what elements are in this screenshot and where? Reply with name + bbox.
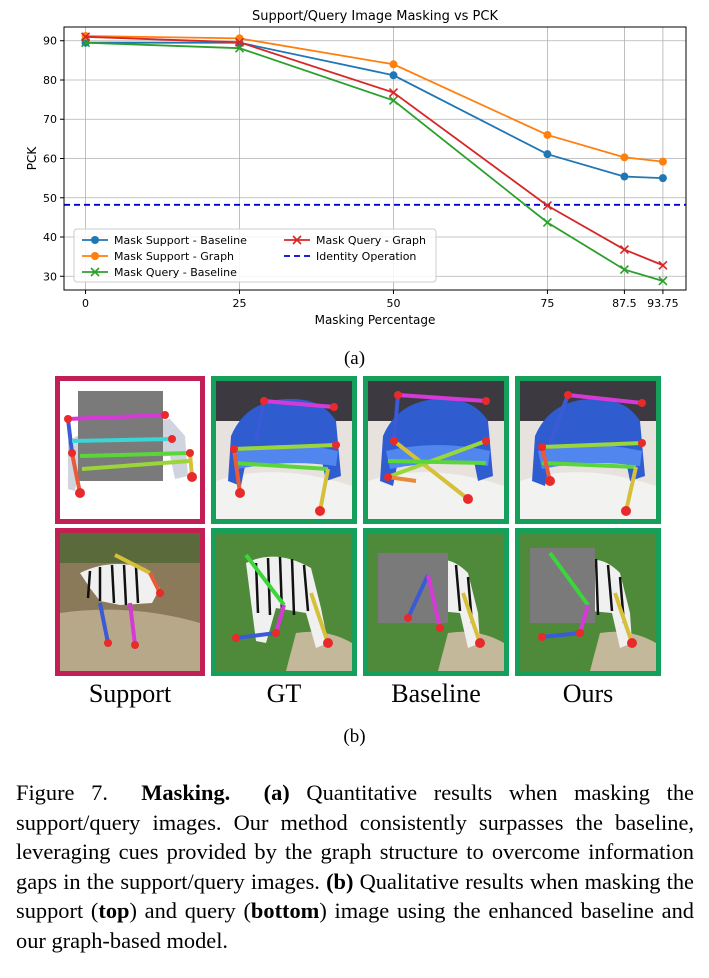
data-point <box>620 172 629 181</box>
baseline-chair-panel <box>363 376 509 524</box>
series-line-2 <box>85 41 664 282</box>
legend-marker <box>91 252 99 260</box>
figure-caption: Figure 7. Masking. (a) Quantitative resu… <box>16 778 694 955</box>
data-point <box>658 157 667 166</box>
legend-marker <box>90 267 100 277</box>
ours-chair-image <box>520 381 656 519</box>
legend-label: Mask Query - Baseline <box>114 266 237 279</box>
ours-zebra-panel <box>515 528 661 676</box>
baseline-zebra-image <box>368 533 504 671</box>
caption-bottom: bottom <box>250 898 320 923</box>
caption-b-tag: (b) <box>326 868 354 894</box>
column-label-gt: GT <box>266 679 302 708</box>
chart-svg: 0 25 50 75 87.5 93.75 30 40 50 60 70 80 90 Support/Qu… <box>25 9 687 327</box>
x-tick-label: 25 <box>233 297 247 310</box>
data-point <box>543 150 552 159</box>
data-point <box>80 32 91 42</box>
masking-chart: 0 25 50 75 87.5 93.75 30 40 50 60 70 80 90 Support/Qu… <box>0 0 709 340</box>
x-tick-label: 87.5 <box>612 297 637 310</box>
support-chair-image <box>60 381 200 519</box>
data-point <box>619 245 629 255</box>
column-label-baseline: Baseline <box>391 679 481 708</box>
column-label-support: Support <box>88 679 172 708</box>
y-tick-label: 30 <box>43 270 57 283</box>
caption-b-text-1: Qualitative results when masking the sup… <box>16 868 694 924</box>
data-point <box>234 37 245 47</box>
x-tick-label: 75 <box>540 297 554 310</box>
baseline-zebra-panel <box>363 528 509 676</box>
data-point <box>542 201 553 211</box>
data-point <box>388 87 399 98</box>
y-tick-label: 90 <box>43 35 57 48</box>
y-tick-label: 50 <box>43 192 57 205</box>
caption-a-text: Quantitative results when masking the su… <box>16 780 694 894</box>
caption-top: top <box>98 898 130 923</box>
legend-marker <box>91 236 99 244</box>
data-point <box>620 153 629 162</box>
column-label-ours: Ours <box>562 679 614 708</box>
ours-zebra-image <box>520 533 656 671</box>
legend-box <box>73 228 437 283</box>
gt-zebra-image <box>216 533 352 671</box>
caption-a-tag: (a) <box>263 780 290 805</box>
subfigure-a-label: (a) <box>343 348 366 369</box>
baseline-chair-image <box>368 381 504 519</box>
data-point <box>388 95 399 105</box>
subfigure-b-label: (b) <box>343 726 366 747</box>
data-point <box>619 265 629 275</box>
series-line-0 <box>85 41 663 180</box>
legend-label: Identity Operation <box>316 250 416 263</box>
data-point <box>389 71 398 80</box>
series-line-3 <box>85 35 664 267</box>
x-tick-label: 50 <box>386 297 400 310</box>
y-tick-label: 60 <box>43 153 57 166</box>
plot-frame <box>63 26 687 291</box>
support-chair-panel <box>55 376 205 524</box>
x-tick-label: 0 <box>82 297 89 310</box>
data-point <box>389 60 398 69</box>
chart-title: Support/Query Image Masking vs PCK <box>252 9 498 24</box>
caption-title: Masking. <box>141 780 231 805</box>
x-tick-label: 93.75 <box>647 297 679 310</box>
x-axis-label: Masking Percentage <box>315 313 436 327</box>
y-axis-label: PCK <box>25 146 39 171</box>
legend-label: Mask Support - Graph <box>114 250 234 263</box>
caption-b-text-3: ) image using the enhanced baseline and … <box>16 898 695 953</box>
data-point <box>543 130 552 139</box>
series-line-1 <box>85 35 664 163</box>
legend-marker <box>292 235 302 245</box>
data-point <box>658 276 668 286</box>
y-tick-label: 40 <box>43 231 57 244</box>
ours-chair-panel <box>515 376 661 524</box>
y-tick-label: 70 <box>43 113 57 126</box>
legend-label: Mask Support - Baseline <box>114 234 247 247</box>
caption-figure-number: Figure 7. <box>16 780 108 805</box>
data-point <box>658 174 667 183</box>
gt-chair-panel <box>211 376 357 524</box>
support-zebra-image <box>60 533 200 671</box>
data-point <box>542 217 553 228</box>
caption-b-text-2: ) and query ( <box>129 898 251 923</box>
data-point <box>658 260 668 270</box>
y-tick-label: 80 <box>43 74 57 87</box>
gt-zebra-panel <box>211 528 357 676</box>
gt-chair-image <box>216 381 352 519</box>
legend-label: Mask Query - Graph <box>316 234 426 247</box>
support-zebra-panel <box>55 528 205 676</box>
